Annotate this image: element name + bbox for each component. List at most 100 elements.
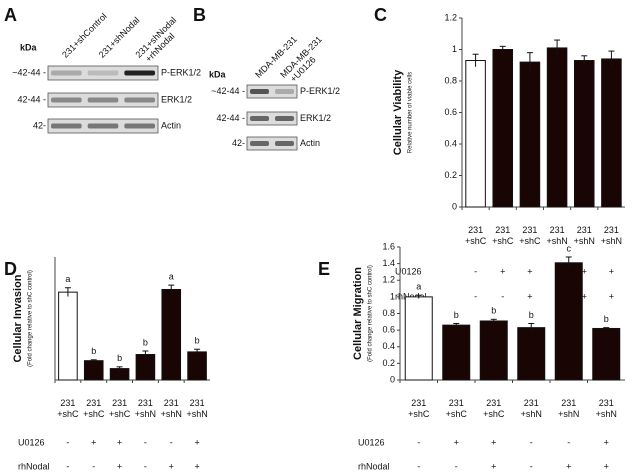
x-tick-label: 231 +shC (446, 398, 468, 419)
y-tick-label: 0.8 (382, 308, 395, 318)
x-tick-line: 231 (561, 398, 576, 408)
protein-label: ERK1/2 (300, 113, 331, 123)
blot-band (51, 123, 82, 129)
x-tick-label: 231 +shN (546, 225, 567, 246)
bar (161, 289, 182, 381)
treatment-sign: - (170, 437, 173, 447)
error-bar (490, 318, 497, 323)
mw-label: 42- (232, 138, 245, 148)
treatment-sign: + (527, 291, 532, 301)
x-tick-line: 231 (411, 398, 426, 408)
x-tick-line: +shC (465, 236, 487, 246)
x-tick-label: 231 +shN (574, 225, 595, 246)
blot-band (250, 116, 269, 121)
y-tick-label: 0 (452, 201, 457, 211)
blot-band (124, 70, 155, 76)
treatment-sign: - (474, 291, 477, 301)
x-tick-line: +shC (57, 409, 79, 419)
x-tick-line: +shN (546, 236, 567, 246)
x-tick-line: +shC (446, 409, 468, 419)
bar (58, 291, 78, 381)
significance-letter: a (65, 274, 70, 284)
x-tick-label: 231 +shC (408, 398, 430, 419)
bar (83, 360, 104, 381)
x-tick-label: 231 +shC (83, 398, 105, 419)
x-tick-line: 231 (86, 398, 101, 408)
bar (546, 47, 568, 208)
treatment-name: U0126 (18, 437, 45, 447)
blot-strip (246, 136, 298, 151)
blot-strip (246, 111, 298, 126)
bar (601, 58, 622, 208)
significance-letter: b (529, 310, 534, 320)
x-tick-label: 231 +shN (521, 398, 542, 419)
bar (479, 320, 508, 381)
y-axis-title: Cellular Viability (392, 69, 404, 155)
x-tick-line: 231 (468, 225, 483, 235)
protein-label: ERK1/2 (161, 94, 192, 104)
x-tick-label: 231 +shN (558, 398, 579, 419)
treatment-sign: + (491, 461, 496, 471)
treatment-sign: + (527, 266, 532, 276)
x-tick-line: +shC (519, 236, 541, 246)
protein-label: Actin (161, 120, 181, 130)
y-axis-title: Cellular Invasion (12, 274, 24, 362)
mw-label: 42-44 - (216, 113, 245, 123)
treatment-sign: + (604, 437, 609, 447)
treatment-sign: - (530, 461, 533, 471)
error-bar (168, 284, 175, 294)
treatment-sign: - (474, 266, 477, 276)
blot-strip (246, 84, 298, 99)
bar (517, 327, 546, 381)
treatment-sign: + (500, 266, 505, 276)
treatment-sign: - (417, 461, 420, 471)
bar (442, 324, 471, 381)
treatment-sign: - (66, 437, 69, 447)
y-tick-label: 1 (390, 291, 395, 301)
treatment-sign: + (194, 437, 199, 447)
y-tick-label: 0.6 (382, 325, 395, 335)
error-bar (528, 322, 535, 332)
bar (592, 327, 621, 381)
x-tick-line: +shC (408, 409, 430, 419)
x-tick-label: 231 +shC (109, 398, 131, 419)
blot-band (87, 70, 119, 76)
x-tick-line: 231 (486, 398, 501, 408)
mw-label: ~42-44 - (12, 67, 46, 77)
x-tick-line: +shN (596, 409, 617, 419)
treatment-sign: - (144, 461, 147, 471)
treatment-name: U0126 (358, 437, 385, 447)
bar (187, 351, 207, 381)
x-tick-label: 231 +shC (465, 225, 487, 246)
bar (135, 354, 156, 381)
y-axis-subtitle: (Fold change relative to shC control) (368, 265, 374, 362)
x-tick-line: 231 (522, 225, 537, 235)
x-tick-line: +shN (558, 409, 579, 419)
x-tick-line: 231 (449, 398, 464, 408)
y-tick-label: 1.6 (382, 241, 395, 251)
treatment-name: rhNodal (18, 461, 50, 471)
treatment-sign: + (169, 461, 174, 471)
significance-letter: c (567, 243, 572, 253)
blot-band (250, 89, 269, 94)
treatment-sign: + (454, 437, 459, 447)
y-axis-title: Cellular Migration (352, 267, 364, 360)
x-tick-line: +shN (186, 409, 207, 419)
y-tick-label: 1.4 (382, 258, 395, 268)
x-tick-line: 231 (604, 225, 619, 235)
blot-band (250, 141, 269, 146)
error-bar (142, 350, 149, 359)
error-bar (603, 327, 610, 330)
error-bar (608, 50, 615, 67)
blot-band (275, 116, 294, 121)
bar (573, 60, 595, 208)
mw-label: 42- (33, 120, 46, 130)
x-tick-label: 231 +shC (492, 225, 514, 246)
x-tick-label: 231 +shC (483, 398, 505, 419)
treatment-sign: + (609, 266, 614, 276)
y-tick-label: 0.2 (444, 170, 457, 180)
protein-label: P-ERK1/2 (161, 67, 201, 77)
blot-band (87, 97, 119, 103)
y-tick-label: 0.4 (444, 138, 457, 148)
x-tick-line: 231 (599, 398, 614, 408)
